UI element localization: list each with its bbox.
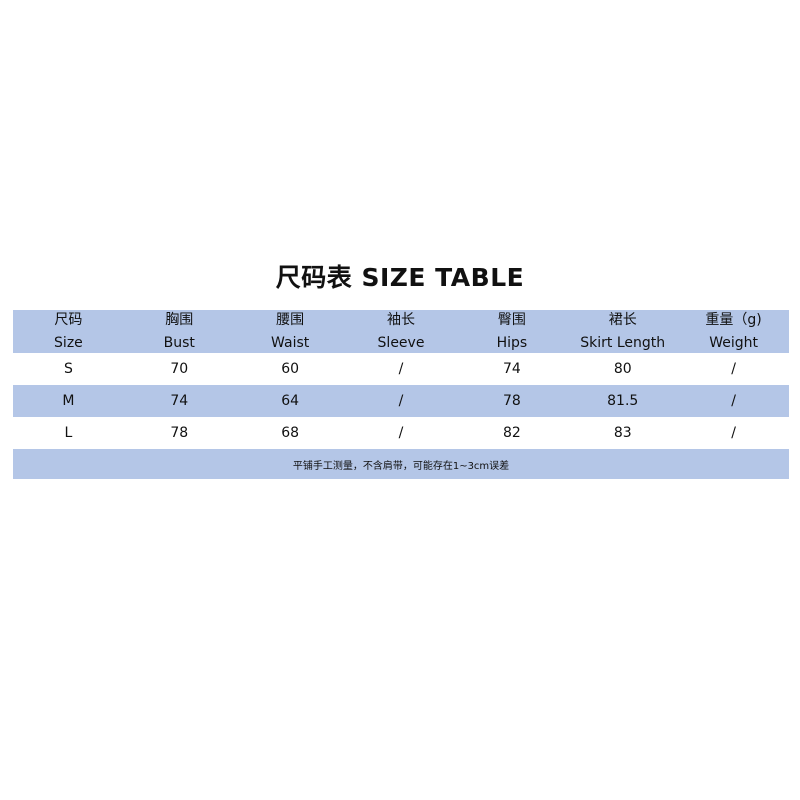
column-header-cn: 腰围 bbox=[276, 311, 305, 328]
column-header: 重量（g) Weight bbox=[678, 309, 789, 355]
page-title: 尺码表 SIZE TABLE bbox=[275, 263, 525, 292]
table-cell: S bbox=[63, 361, 73, 377]
column-header: 胸围 Bust bbox=[124, 309, 235, 355]
column-header: 尺码 Size bbox=[13, 309, 124, 355]
column-header-en: Size bbox=[54, 334, 83, 351]
table-cell: / bbox=[398, 361, 404, 377]
table-cell: 80 bbox=[613, 361, 632, 377]
table-cell: 74 bbox=[502, 361, 521, 377]
column-header-en: Weight bbox=[709, 334, 758, 351]
table-cell: 78 bbox=[170, 424, 189, 441]
column-header: 袖长 Sleeve bbox=[346, 309, 457, 355]
table-cell: L bbox=[64, 424, 73, 441]
column-header-cn: 臀围 bbox=[497, 311, 526, 328]
table-note: 平铺手工测量，不含肩带，可能存在1~3cm误差 bbox=[13, 449, 789, 479]
table-row: L 78 68 / 82 83 / bbox=[13, 417, 789, 448]
table-cell: / bbox=[731, 424, 736, 441]
table-cell: / bbox=[731, 361, 736, 377]
size-table: 尺码 Size 胸围 Bust 腰围 Waist 袖长 Sleeve 臀围 Hips 裙长 Skirt… bbox=[13, 310, 789, 479]
table-cell: / bbox=[731, 393, 736, 409]
table-cell: 64 bbox=[281, 393, 300, 409]
table-cell: 82 bbox=[502, 424, 521, 441]
column-header-en: Skirt Length bbox=[580, 334, 666, 351]
column-header: 裙长 Skirt Length bbox=[567, 309, 678, 355]
table-cell: 70 bbox=[170, 361, 189, 377]
table-cell: 60 bbox=[281, 361, 300, 377]
table-cell: / bbox=[398, 424, 404, 441]
table-cell: 74 bbox=[170, 393, 189, 409]
column-header-en: Waist bbox=[271, 334, 310, 351]
column-header-en: Hips bbox=[496, 334, 528, 351]
column-header: 腰围 Waist bbox=[235, 309, 346, 355]
table-row: M 74 64 / 78 81.5 / bbox=[13, 385, 789, 417]
column-header-cn: 裙长 bbox=[608, 311, 637, 328]
table-cell: 81.5 bbox=[607, 393, 639, 409]
column-header-en: Bust bbox=[163, 334, 195, 351]
column-header-cn: 重量（g) bbox=[705, 311, 762, 328]
table-cell: 83 bbox=[613, 424, 632, 441]
table-cell: 78 bbox=[502, 393, 521, 409]
table-row: S 70 60 / 74 80 / bbox=[13, 353, 789, 385]
column-header-cn: 胸围 bbox=[165, 311, 194, 328]
column-header: 臀围 Hips bbox=[456, 309, 567, 355]
column-header-en: Sleeve bbox=[377, 334, 425, 351]
table-header: 尺码 Size 胸围 Bust 腰围 Waist 袖长 Sleeve 臀围 Hips 裙长 Skirt… bbox=[13, 310, 789, 353]
column-header-cn: 尺码 bbox=[54, 311, 83, 328]
table-cell: M bbox=[62, 393, 75, 409]
table-cell: 68 bbox=[281, 424, 300, 441]
column-header-cn: 袖长 bbox=[387, 311, 415, 328]
table-cell: / bbox=[398, 393, 404, 409]
